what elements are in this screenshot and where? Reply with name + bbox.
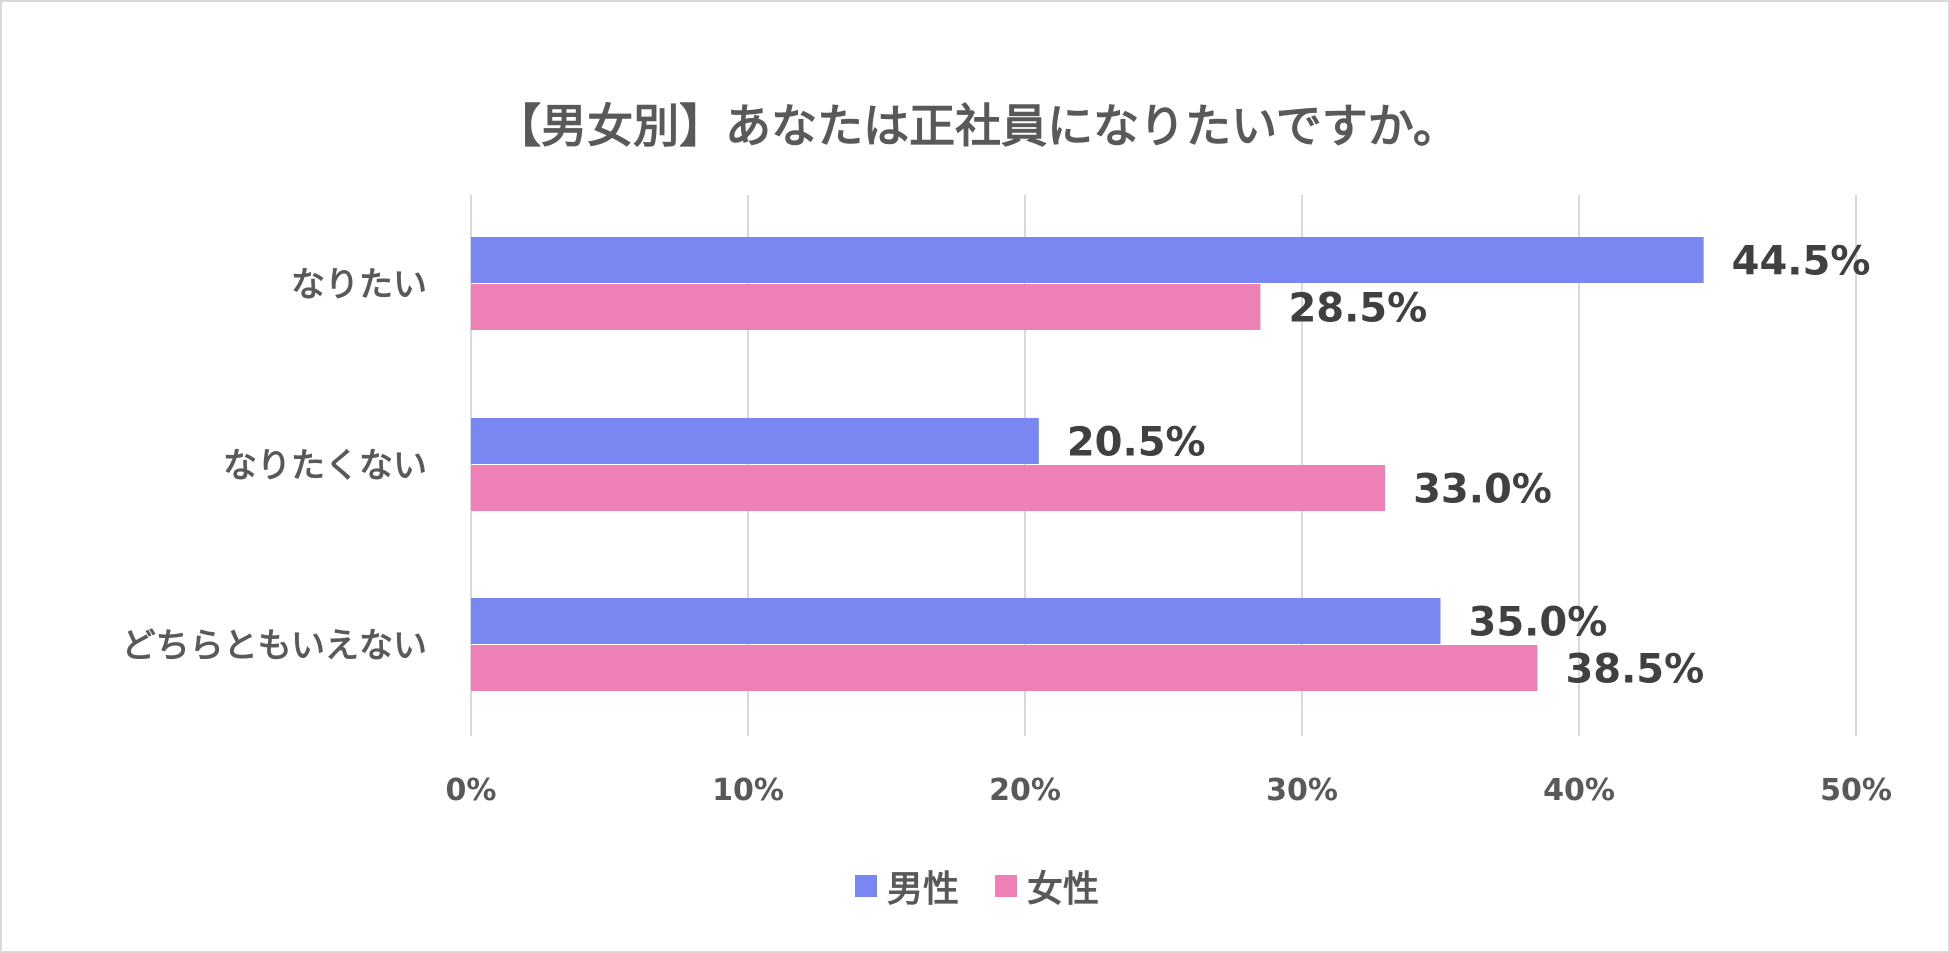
x-tick-label: 40% bbox=[1543, 773, 1615, 808]
legend-swatch-male bbox=[854, 875, 877, 897]
legend-item-female: 女性 bbox=[995, 860, 1099, 912]
data-label: 38.5% bbox=[1565, 647, 1704, 693]
x-tick-label: 0% bbox=[446, 773, 497, 808]
legend-label-male: 男性 bbox=[886, 869, 959, 910]
data-label: 28.5% bbox=[1288, 286, 1427, 332]
bar-female bbox=[471, 645, 1538, 691]
x-tick-label: 50% bbox=[1820, 773, 1892, 808]
legend-swatch-female bbox=[995, 875, 1017, 897]
x-tick-label: 10% bbox=[712, 773, 784, 808]
category-label: どちらともいえない bbox=[122, 626, 427, 666]
x-tick-label: 20% bbox=[989, 773, 1061, 808]
legend-item-male: 男性 bbox=[854, 860, 959, 912]
data-label: 33.0% bbox=[1413, 467, 1552, 513]
bar-male bbox=[471, 237, 1704, 283]
data-label: 35.0% bbox=[1469, 600, 1608, 646]
data-label: 20.5% bbox=[1067, 420, 1206, 466]
bar-female bbox=[471, 465, 1386, 511]
legend-label-female: 女性 bbox=[1027, 869, 1100, 910]
bar-male bbox=[471, 598, 1441, 644]
chart-title: 【男女別】あなたは正社員になりたいですか。 bbox=[495, 99, 1459, 153]
data-label: 44.5% bbox=[1732, 239, 1871, 285]
legend: 男性 女性 bbox=[2, 860, 1948, 912]
x-tick-label: 30% bbox=[1266, 773, 1338, 808]
category-label: なりたくない bbox=[223, 446, 427, 486]
bar-male bbox=[471, 418, 1039, 464]
category-label: なりたい bbox=[291, 265, 427, 305]
bar-female bbox=[471, 284, 1261, 330]
